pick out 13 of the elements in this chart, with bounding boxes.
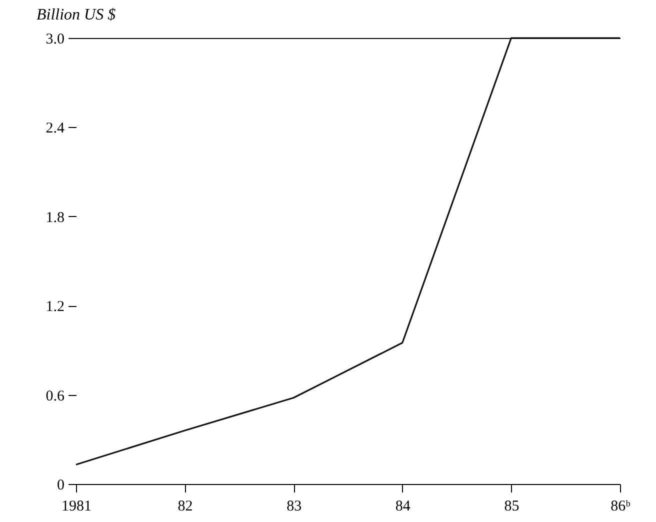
y-tick-label: 1.2 — [46, 299, 64, 316]
y-tick-label: 0 — [57, 478, 64, 494]
y-tick-label: 0.6 — [46, 388, 65, 404]
x-tick-label: 82 — [178, 498, 193, 514]
y-tick-label: 3.0 — [46, 32, 64, 48]
x-tick-label: 1981 — [62, 498, 92, 514]
y-tick-label: 1.8 — [46, 210, 64, 226]
y-axis-title: Billion US $ — [36, 6, 116, 24]
y-tick-label: 2.4 — [46, 120, 65, 137]
x-tick-label: 83 — [286, 498, 302, 514]
x-tick-label: 86ᵇ — [610, 498, 631, 514]
x-tick-label: 84 — [395, 498, 411, 514]
x-tick-label: 85 — [504, 498, 520, 514]
